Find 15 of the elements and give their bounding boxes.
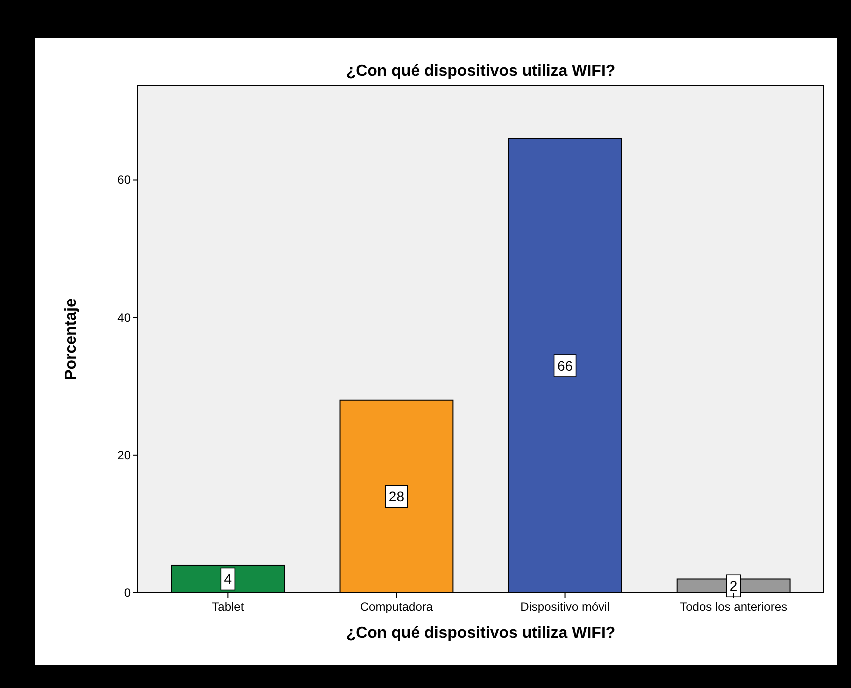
- y-tick-label: 60: [118, 173, 132, 188]
- data-label: 2: [730, 578, 738, 594]
- y-axis-title: Porcentaje: [63, 298, 80, 380]
- y-tick-label: 0: [124, 586, 132, 600]
- x-tick-label: Dispositivo móvil: [520, 600, 610, 614]
- x-tick-label: Todos los anteriores: [680, 600, 788, 614]
- data-label: 28: [388, 488, 405, 505]
- data-label: 66: [557, 358, 574, 374]
- x-tick-label: Tablet: [212, 600, 245, 614]
- data-label: 4: [224, 571, 232, 588]
- chart-title: ¿Con qué dispositivos utiliza WIFI?: [346, 63, 616, 80]
- x-tick-label: Computadora: [360, 600, 434, 614]
- y-tick-label: 20: [118, 448, 132, 462]
- y-tick-label: 40: [118, 310, 132, 325]
- x-axis-title: ¿Con qué dispositivos utiliza WIFI?: [346, 625, 616, 642]
